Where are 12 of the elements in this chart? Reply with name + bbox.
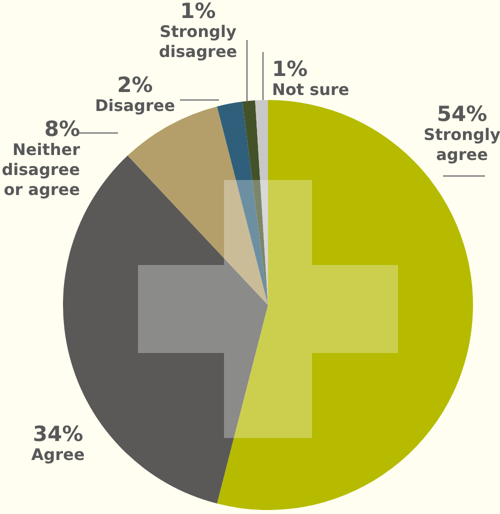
slice-label: Not sure	[272, 80, 350, 100]
slice-label: Disagree	[94, 96, 176, 116]
slice-label: Strongly agree	[424, 125, 500, 164]
data-label: 1%	[180, 0, 216, 23]
slice-label: Agree	[31, 445, 85, 464]
slice-label: Strongly disagree	[158, 22, 238, 62]
slice-label: Neither disagree or agree	[2, 140, 80, 200]
data-label: 1%	[272, 56, 308, 81]
data-label: 34%	[32, 422, 84, 446]
data-label: 8%	[44, 116, 80, 141]
data-label: 54%	[436, 102, 488, 126]
data-label: 2%	[117, 72, 153, 97]
